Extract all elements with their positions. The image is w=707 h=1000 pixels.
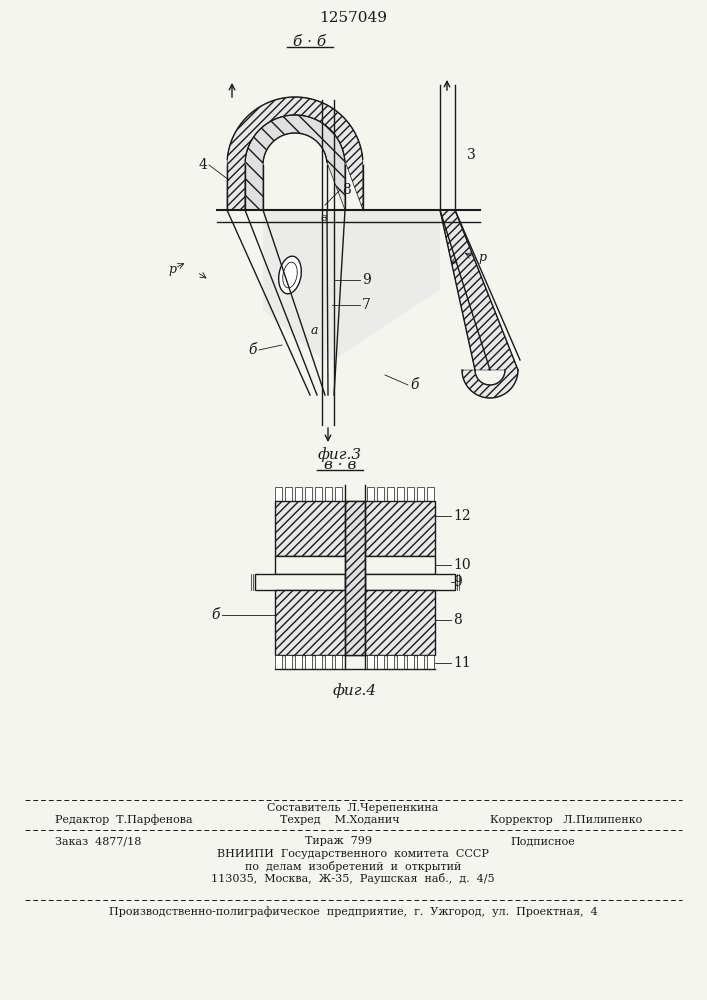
Text: Редактор  Т.Парфенова: Редактор Т.Парфенова	[55, 815, 192, 825]
Text: а: а	[310, 324, 317, 336]
Bar	[335, 487, 342, 501]
Text: 8: 8	[342, 183, 351, 197]
Bar	[377, 487, 384, 501]
Polygon shape	[440, 210, 518, 398]
Bar	[295, 655, 302, 669]
Bar	[315, 655, 322, 669]
Text: 113035,  Москва,  Ж-35,  Раушская  наб.,  д.  4/5: 113035, Москва, Ж-35, Раушская наб., д. …	[211, 872, 495, 884]
Bar	[275, 487, 282, 501]
Bar	[387, 487, 394, 501]
Ellipse shape	[279, 256, 301, 294]
Text: фиг.4: фиг.4	[333, 684, 377, 698]
Text: Техред    М.Ходанич: Техред М.Ходанич	[280, 815, 399, 825]
Bar	[345, 574, 365, 590]
Text: Составитель  Л.Черепенкина: Составитель Л.Черепенкина	[267, 803, 438, 813]
Bar	[285, 487, 292, 501]
Bar	[315, 487, 322, 501]
Bar	[427, 487, 434, 501]
Bar	[305, 655, 312, 669]
Text: 8: 8	[453, 613, 462, 627]
Bar	[295, 487, 302, 501]
Text: 12: 12	[453, 509, 471, 523]
Bar	[377, 655, 384, 669]
Text: 4: 4	[198, 158, 207, 172]
Bar	[325, 487, 332, 501]
Text: б: б	[248, 343, 257, 357]
Bar	[367, 655, 374, 669]
Text: 3: 3	[467, 148, 476, 162]
Bar	[335, 655, 342, 669]
Text: 11: 11	[453, 656, 471, 670]
Bar	[367, 487, 374, 501]
Bar	[417, 487, 424, 501]
Polygon shape	[245, 115, 345, 210]
Text: 1257049: 1257049	[319, 11, 387, 25]
Text: б: б	[211, 608, 220, 622]
Text: 10: 10	[453, 558, 471, 572]
Bar	[387, 655, 394, 669]
Text: 9: 9	[453, 575, 462, 589]
Bar	[407, 487, 414, 501]
Polygon shape	[275, 501, 435, 556]
Text: р: р	[168, 263, 176, 276]
Bar	[345, 501, 365, 655]
Polygon shape	[227, 97, 363, 210]
Text: 9: 9	[362, 273, 370, 287]
Bar	[275, 556, 435, 574]
Text: Заказ  4877/18: Заказ 4877/18	[55, 836, 141, 846]
Bar	[255, 574, 455, 590]
Text: Корректор   Л.Пилипенко: Корректор Л.Пилипенко	[490, 815, 642, 825]
Polygon shape	[263, 210, 440, 360]
Text: Подписное: Подписное	[510, 836, 575, 846]
Bar	[275, 655, 282, 669]
Text: по  делам  изобретений  и  открытий: по делам изобретений и открытий	[245, 860, 461, 871]
Text: фиг.3: фиг.3	[318, 448, 362, 462]
Text: б: б	[410, 378, 419, 392]
Text: Производственно-полиграфическое  предприятие,  г.  Ужгород,  ул.  Проектная,  4: Производственно-полиграфическое предприя…	[109, 907, 597, 917]
Bar	[397, 487, 404, 501]
Bar	[305, 487, 312, 501]
Text: ВНИИПИ  Государственного  комитета  СССР: ВНИИПИ Государственного комитета СССР	[217, 849, 489, 859]
Bar	[325, 655, 332, 669]
Bar	[397, 655, 404, 669]
Text: б · б: б · б	[293, 35, 327, 49]
Bar	[417, 655, 424, 669]
Bar	[275, 590, 435, 655]
Bar	[407, 655, 414, 669]
Text: 7: 7	[362, 298, 371, 312]
Bar	[427, 655, 434, 669]
Bar	[285, 655, 292, 669]
Text: в: в	[321, 213, 327, 223]
Text: р: р	[478, 251, 486, 264]
Text: в · в: в · в	[324, 458, 356, 472]
Text: Тираж  799: Тираж 799	[305, 836, 372, 846]
